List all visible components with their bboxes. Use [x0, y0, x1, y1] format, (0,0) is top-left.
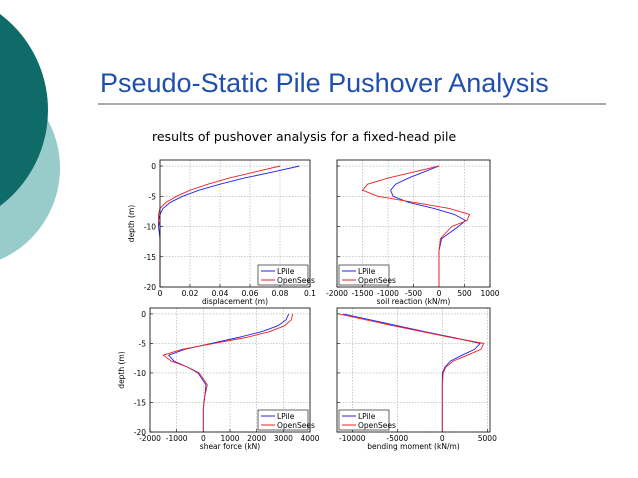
- data-line: [338, 313, 485, 432]
- x-tick-label: -2000: [139, 434, 161, 443]
- x-tick-label: 1000: [220, 434, 239, 443]
- data-line: [162, 313, 294, 432]
- y-axis-label: depth (m): [127, 205, 136, 242]
- legend-label: OpenSees: [358, 421, 396, 430]
- y-tick-label: -20: [144, 283, 156, 292]
- legend-label: LPile: [358, 412, 376, 421]
- x-tick-label: 0.08: [272, 289, 289, 298]
- decor-circle-dark: [0, 14, 48, 206]
- x-tick-label: 0.06: [242, 289, 259, 298]
- x-tick-label: 0: [440, 434, 445, 443]
- plot-frame: [149, 307, 311, 433]
- x-tick-label: 1000: [480, 289, 499, 298]
- x-tick-label: 0: [158, 289, 163, 298]
- legend-label: OpenSees: [358, 276, 396, 285]
- plot-frame: [336, 159, 491, 288]
- y-tick-label: 0: [141, 310, 146, 319]
- legend-label: LPile: [358, 267, 376, 276]
- x-axis-label: bending moment (kN/m): [367, 442, 459, 451]
- y-tick-label: -10: [144, 223, 156, 232]
- legend-label: OpenSees: [277, 421, 315, 430]
- x-tick-label: -500: [405, 289, 422, 298]
- x-tick-label: 5000: [478, 434, 497, 443]
- data-line: [361, 165, 471, 287]
- x-tick-label: 0.02: [182, 289, 199, 298]
- x-tick-label: 0.1: [304, 289, 316, 298]
- x-axis-label: displacement (m): [202, 297, 268, 306]
- subtitle: results of pushover analysis for a fixed…: [152, 129, 456, 144]
- slide-title: Pseudo-Static Pile Pushover Analysis: [100, 68, 549, 98]
- y-tick-label: -10: [134, 369, 146, 378]
- y-tick-label: -5: [149, 192, 157, 201]
- x-tick-label: -2000: [326, 289, 348, 298]
- x-tick-label: 2000: [247, 434, 266, 443]
- y-tick-label: -15: [144, 253, 156, 262]
- y-tick-label: -20: [134, 428, 146, 437]
- y-tick-label: -5: [139, 339, 147, 348]
- x-tick-label: -1500: [352, 289, 374, 298]
- x-tick-label: 3000: [274, 434, 293, 443]
- x-tick-label: -1000: [166, 434, 188, 443]
- x-axis-label: soil reaction (kN/m): [377, 297, 451, 306]
- x-tick-label: 0: [437, 289, 442, 298]
- legend-label: OpenSees: [277, 276, 315, 285]
- y-tick-label: -15: [134, 398, 146, 407]
- x-tick-label: -1000: [377, 289, 399, 298]
- y-axis-label: depth (m): [117, 351, 126, 388]
- legend-label: LPile: [277, 412, 295, 421]
- plot-frame: [336, 307, 491, 433]
- plot-frame: [159, 159, 311, 288]
- y-tick-label: 0: [151, 162, 156, 171]
- x-tick-label: -10000: [339, 434, 366, 443]
- legend-label: LPile: [277, 267, 295, 276]
- x-tick-label: 0: [201, 434, 206, 443]
- x-tick-label: -5000: [386, 434, 408, 443]
- x-tick-label: 500: [457, 289, 472, 298]
- x-tick-label: 4000: [300, 434, 319, 443]
- x-tick-label: 0.04: [212, 289, 229, 298]
- x-axis-label: shear force (kN): [200, 442, 260, 451]
